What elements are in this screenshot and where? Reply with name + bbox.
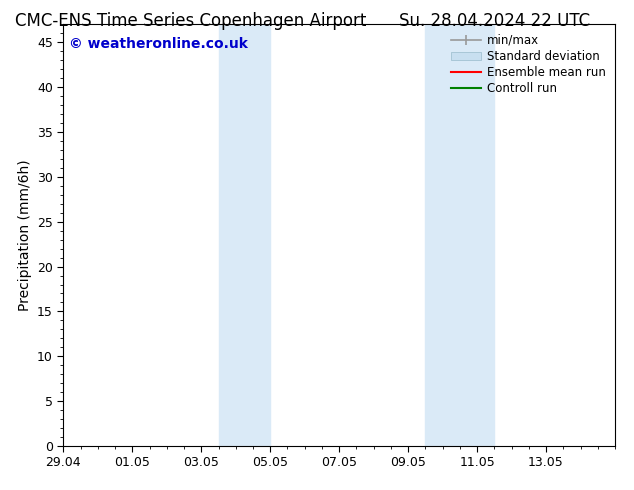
Text: Su. 28.04.2024 22 UTC: Su. 28.04.2024 22 UTC (399, 12, 590, 30)
Legend: min/max, Standard deviation, Ensemble mean run, Controll run: min/max, Standard deviation, Ensemble me… (448, 30, 609, 98)
Bar (219, 24, 270, 446)
Y-axis label: Precipitation (mm/6h): Precipitation (mm/6h) (18, 159, 32, 311)
Text: CMC-ENS Time Series Copenhagen Airport: CMC-ENS Time Series Copenhagen Airport (15, 12, 366, 30)
Text: © weatheronline.co.uk: © weatheronline.co.uk (69, 37, 248, 51)
Bar (425, 24, 495, 446)
